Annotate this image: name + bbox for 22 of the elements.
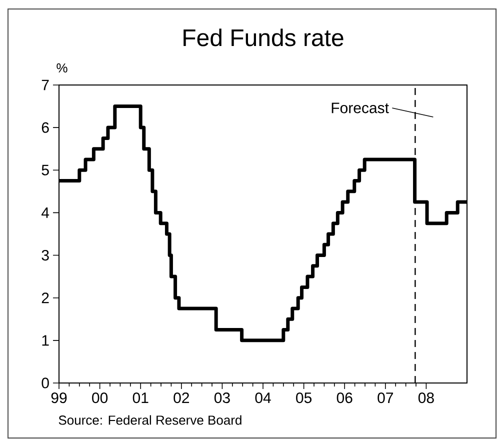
x-tick-label: 03: [214, 392, 230, 404]
x-tick-label: 08: [418, 392, 434, 404]
y-tick-label: 1: [42, 335, 49, 346]
y-tick-label: 3: [42, 250, 49, 261]
x-tick-label: 01: [132, 392, 148, 404]
x-tick-label: 07: [378, 392, 393, 404]
x-tick-label: 00: [92, 392, 108, 404]
y-tick-label: 5: [42, 164, 49, 176]
x-tick-label: 02: [174, 392, 189, 404]
x-tick-label: 05: [296, 392, 312, 404]
y-tick-label: 7: [42, 80, 49, 90]
x-tick-label: 06: [336, 392, 352, 404]
y-tick-label: 0: [42, 378, 49, 388]
y-tick-label: 4: [41, 208, 50, 218]
x-tick-label: 99: [51, 392, 67, 404]
y-tick-label: 6: [42, 122, 49, 133]
ref-line-label: Forecast: [332, 102, 389, 114]
x-tick-label: 04: [255, 392, 271, 404]
chart-title: Fed Funds rate: [184, 28, 344, 46]
source-note: Source: Federal Reserve Board: [58, 415, 242, 425]
y-tick-label: 2: [42, 292, 49, 304]
y-axis-title: %: [56, 63, 68, 72]
